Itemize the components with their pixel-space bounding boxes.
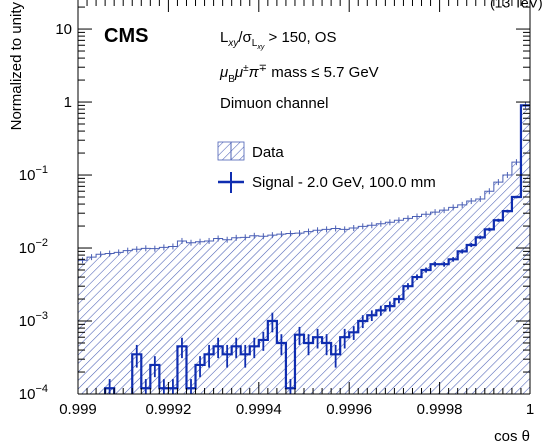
x-tick-label: 1: [526, 401, 534, 418]
legend-entry-data: Data: [217, 141, 284, 161]
data-fill: [78, 105, 530, 394]
annotation-line-1: Lxy/σLxy > 150, OS: [220, 29, 336, 51]
x-tick-label: 0.9996: [326, 401, 372, 418]
axes: 0.999 0.9992 0.9994 0.9996 0.9998 1 10−4 10−3 10…: [19, 0, 534, 418]
cms-label: CMS: [104, 25, 148, 47]
legend-label-signal: Signal - 2.0 GeV, 100.0 mm: [252, 174, 436, 191]
y-axis-label: Normalized to unity: [8, 2, 25, 131]
legend-label-data: Data: [252, 144, 284, 161]
annotation-line-2: μBμ±π∓ mass ≤ 5.7 GeV: [219, 63, 379, 85]
signal-histogram: [104, 104, 530, 394]
annotation-line-3: Dimuon channel: [220, 95, 328, 112]
y-tick-label: 10−3: [19, 310, 48, 330]
x-tick-label: 0.9992: [145, 401, 191, 418]
y-tick-label: 10: [55, 21, 72, 38]
y-tick-label: 1: [64, 94, 72, 111]
y-tick-label: 10−2: [19, 237, 48, 257]
y-tick-label: 10−1: [19, 164, 48, 184]
legend-entry-signal: Signal - 2.0 GeV, 100.0 mm: [218, 172, 436, 193]
x-axis-label: cos θ: [494, 428, 530, 445]
energy-label: (13 TeV): [490, 0, 543, 11]
data-histogram: [78, 102, 530, 394]
y-tick-label: 10−4: [19, 383, 48, 403]
x-tick-label: 0.9994: [236, 401, 282, 418]
legend: Data Signal - 2.0 GeV, 100.0 mm: [217, 141, 436, 193]
x-tick-label: 0.9998: [417, 401, 463, 418]
x-tick-label: 0.999: [59, 401, 97, 418]
signal-line: [104, 104, 530, 394]
